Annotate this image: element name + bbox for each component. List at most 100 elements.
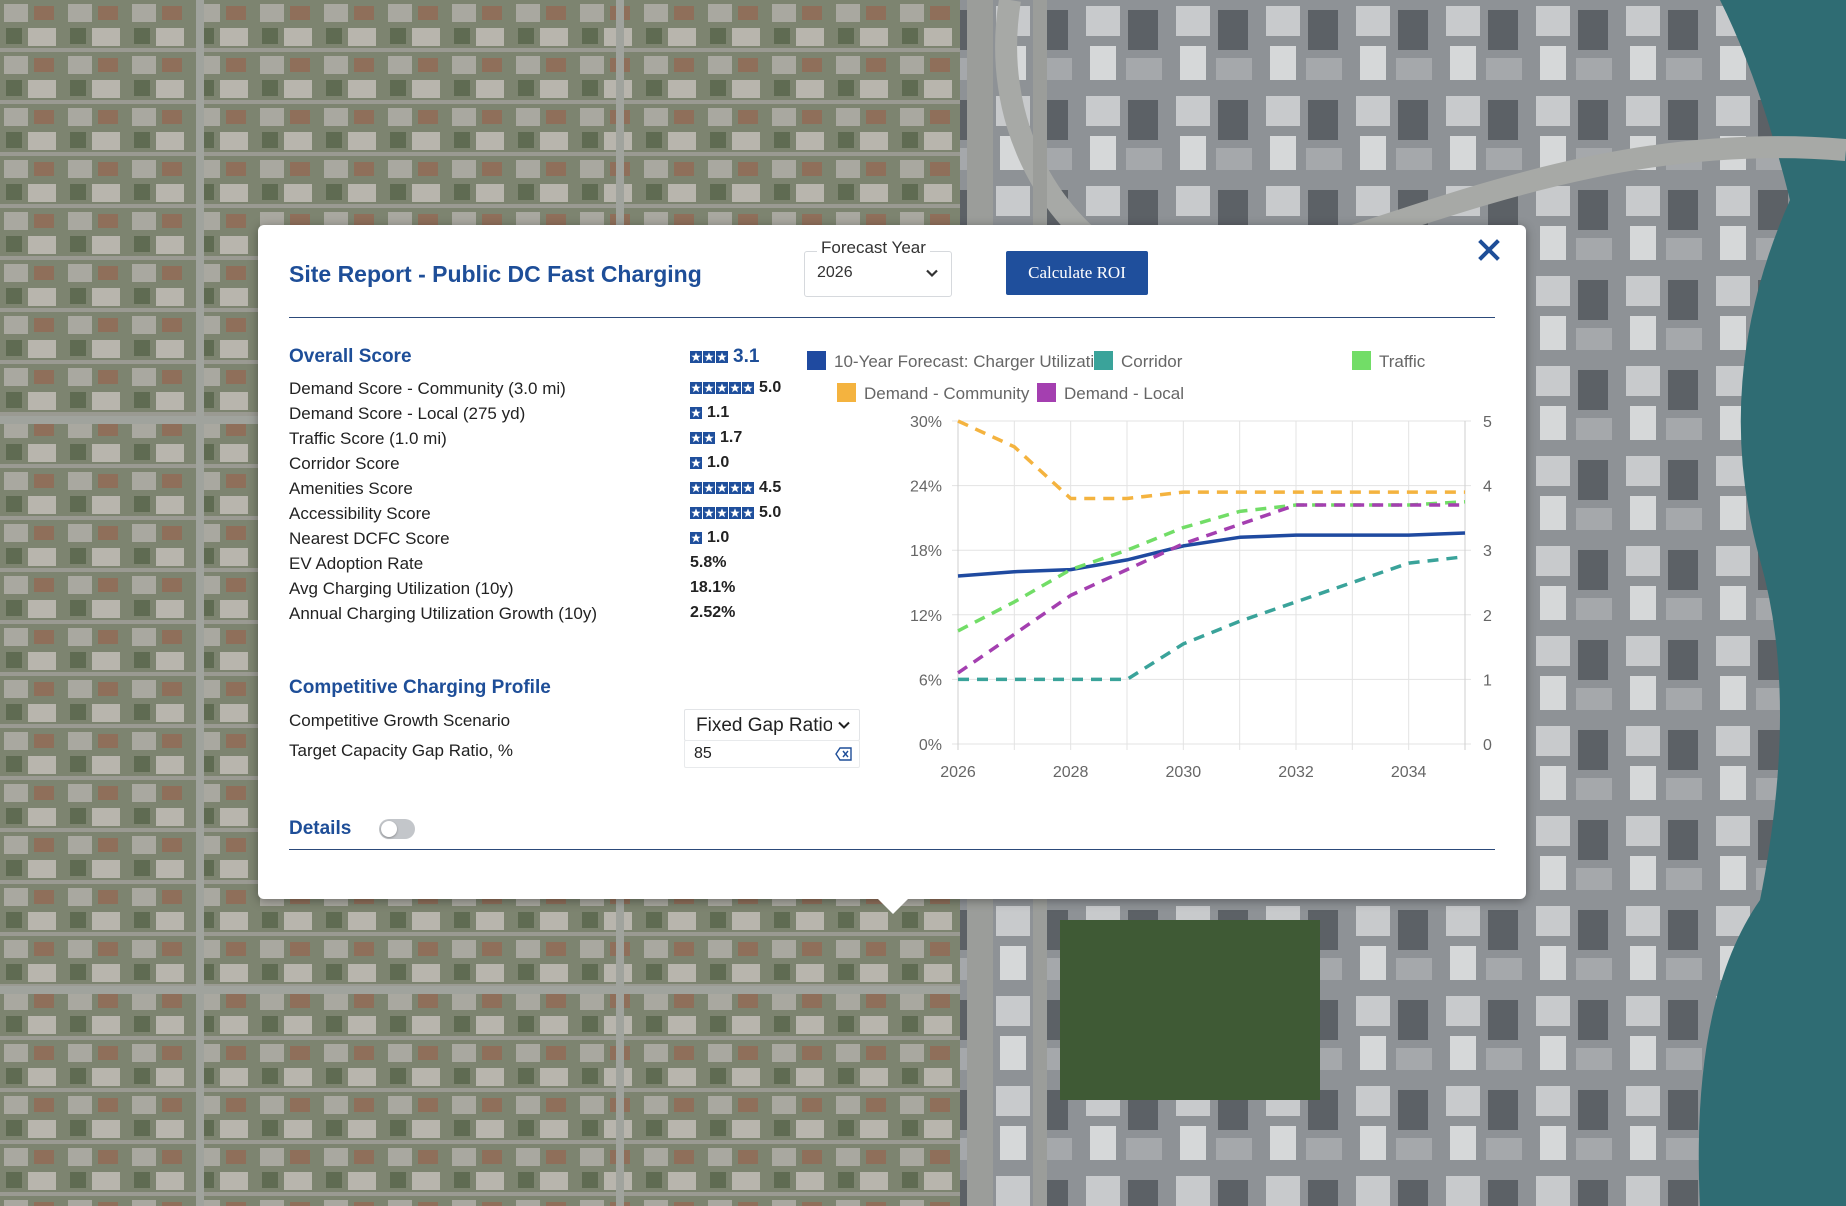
target-gap-ratio-value: 85 xyxy=(694,745,712,762)
site-report-popup: Site Report - Public DC Fast Charging Fo… xyxy=(258,225,1526,899)
series-line-demand-community xyxy=(957,419,1465,501)
score-value: 1.0 xyxy=(690,529,729,547)
competitive-scenario-select[interactable]: Fixed Gap Ratio xyxy=(684,709,860,741)
overall-score-value: 3.1 xyxy=(690,346,759,368)
legend-swatch-corridor xyxy=(1094,351,1113,370)
y-left-tick-label: 18% xyxy=(910,543,942,560)
score-row: Demand Score - Local (275 yd) 1.1 xyxy=(289,404,809,428)
star-icon xyxy=(690,407,702,419)
calculate-roi-button[interactable]: Calculate ROI xyxy=(1006,251,1148,295)
score-label: Nearest DCFC Score xyxy=(289,529,450,548)
close-icon xyxy=(1478,239,1500,261)
series-line-traffic xyxy=(957,500,1466,633)
score-row: Avg Charging Utilization (10y) 18.1% xyxy=(289,579,809,603)
overall-score-title: Overall Score xyxy=(289,346,412,367)
score-value: 2.52% xyxy=(690,604,736,621)
forecast-year-value: 2026 xyxy=(817,264,853,281)
x-tick-label: 2028 xyxy=(1053,764,1089,781)
score-value: 5.0 xyxy=(690,379,781,397)
star-icon xyxy=(690,351,702,363)
score-row: Annual Charging Utilization Growth (10y)… xyxy=(289,604,809,628)
header-divider xyxy=(289,317,1495,318)
series-line-utilization xyxy=(957,531,1466,578)
series-line-corridor xyxy=(958,554,1466,682)
score-stars xyxy=(690,482,754,494)
x-tick-label: 2026 xyxy=(940,764,976,781)
star-icon xyxy=(716,507,728,519)
legend-swatch-demand-community xyxy=(837,383,856,402)
star-icon xyxy=(729,382,741,394)
score-value: 1.1 xyxy=(690,404,729,422)
forecast-year-select[interactable]: Forecast Year 2026 xyxy=(804,238,952,297)
y-right-tick-label: 1 xyxy=(1483,672,1492,689)
legend-label: Demand - Local xyxy=(1064,384,1184,403)
details-toggle[interactable] xyxy=(379,819,415,839)
star-icon xyxy=(703,382,715,394)
score-label: Annual Charging Utilization Growth (10y) xyxy=(289,604,598,623)
star-icon xyxy=(690,382,702,394)
score-value: 5.0 xyxy=(690,504,781,522)
star-icon xyxy=(742,482,754,494)
series-line-demand-local xyxy=(957,503,1465,675)
score-value: 1.7 xyxy=(690,429,742,447)
score-label: Corridor Score xyxy=(289,454,400,473)
target-gap-ratio-input[interactable]: 85 xyxy=(684,740,860,768)
star-icon xyxy=(703,432,715,444)
score-stars xyxy=(690,432,715,444)
score-value: 5.8% xyxy=(690,554,727,571)
score-row: Corridor Score 1.0 xyxy=(289,454,809,478)
score-row: EV Adoption Rate 5.8% xyxy=(289,554,809,578)
y-left-tick-label: 24% xyxy=(910,479,942,496)
competitive-profile-title: Competitive Charging Profile xyxy=(289,677,551,698)
star-icon xyxy=(690,457,702,469)
competitive-scenario-value: Fixed Gap Ratio xyxy=(696,715,832,736)
score-row: Accessibility Score 5.0 xyxy=(289,504,809,528)
score-row: Traffic Score (1.0 mi) 1.7 xyxy=(289,429,809,453)
popup-pointer xyxy=(877,898,909,914)
overall-stars xyxy=(690,351,728,363)
y-left-tick-label: 12% xyxy=(910,608,942,625)
score-label: Traffic Score (1.0 mi) xyxy=(289,429,447,448)
legend-swatch-utilization xyxy=(807,351,826,370)
score-stars xyxy=(690,507,754,519)
score-label: Avg Charging Utilization (10y) xyxy=(289,579,514,598)
score-label: Demand Score - Community (3.0 mi) xyxy=(289,379,566,398)
legend-label: Demand - Community xyxy=(864,384,1030,403)
close-button[interactable] xyxy=(1474,235,1504,265)
y-left-tick-label: 6% xyxy=(919,672,942,689)
y-left-tick-label: 30% xyxy=(910,414,942,431)
x-tick-label: 2034 xyxy=(1391,764,1427,781)
chevron-down-icon xyxy=(926,269,938,278)
target-gap-ratio-label: Target Capacity Gap Ratio, % xyxy=(289,741,513,760)
score-stars xyxy=(690,532,702,544)
details-label: Details xyxy=(289,818,352,839)
star-icon xyxy=(690,507,702,519)
score-label: Amenities Score xyxy=(289,479,413,498)
star-icon xyxy=(716,351,728,363)
details-divider xyxy=(289,849,1495,850)
chevron-down-icon xyxy=(838,721,850,729)
score-stars xyxy=(690,457,702,469)
y-right-tick-label: 3 xyxy=(1483,543,1492,560)
score-label: Accessibility Score xyxy=(289,504,431,523)
legend-label: Corridor xyxy=(1121,352,1183,371)
x-tick-label: 2030 xyxy=(1166,764,1202,781)
score-label: EV Adoption Rate xyxy=(289,554,424,573)
clear-input-icon[interactable] xyxy=(835,746,853,762)
toggle-knob xyxy=(381,821,397,837)
star-icon xyxy=(729,482,741,494)
x-tick-label: 2032 xyxy=(1278,764,1314,781)
star-icon xyxy=(742,507,754,519)
y-right-tick-label: 4 xyxy=(1483,479,1492,496)
y-right-tick-label: 5 xyxy=(1483,414,1492,431)
score-stars xyxy=(690,382,754,394)
legend-label: 10-Year Forecast: Charger Utilization xyxy=(834,352,1113,371)
star-icon xyxy=(690,482,702,494)
score-stars xyxy=(690,407,702,419)
score-value: 1.0 xyxy=(690,454,729,472)
legend-swatch-demand-local xyxy=(1037,383,1056,402)
legend-label: Traffic xyxy=(1379,352,1426,371)
star-icon xyxy=(716,482,728,494)
score-value: 4.5 xyxy=(690,479,781,497)
score-label: Demand Score - Local (275 yd) xyxy=(289,404,526,423)
